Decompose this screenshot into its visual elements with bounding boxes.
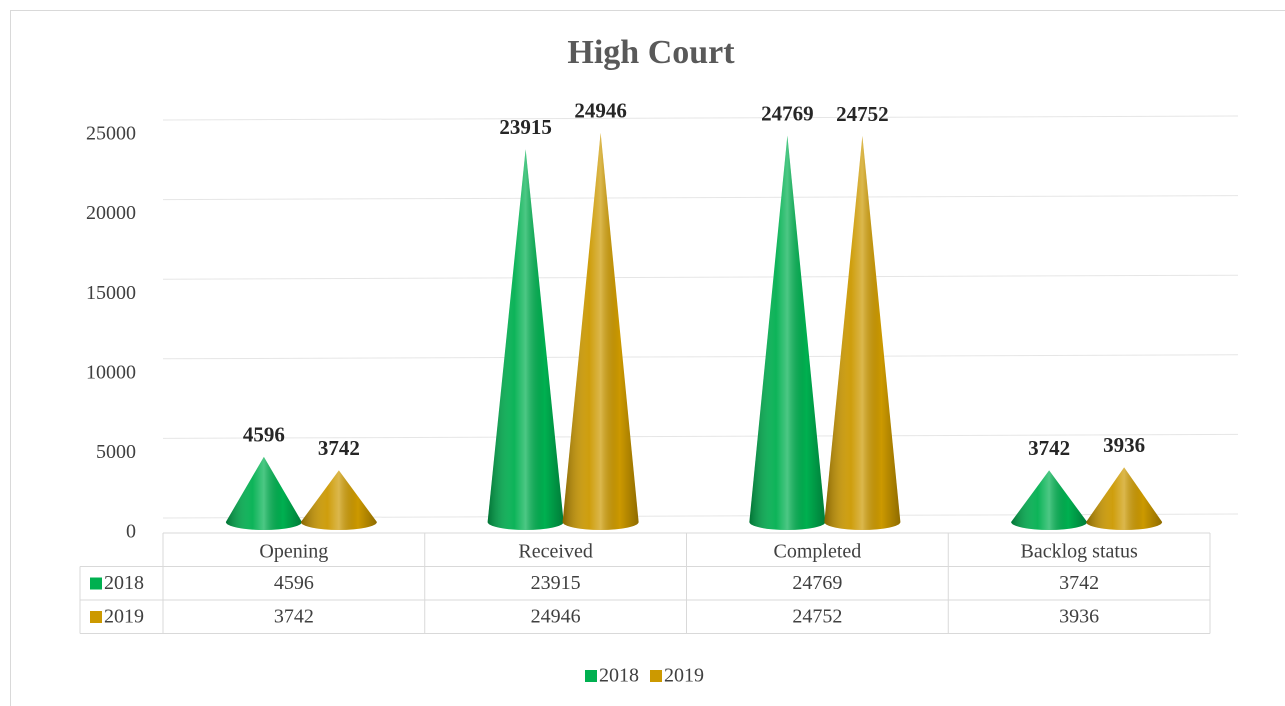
- chart-border: [10, 10, 1285, 706]
- cone-shading: [1011, 470, 1088, 530]
- data-label: 23915: [499, 115, 552, 139]
- cone-shading: [824, 135, 901, 530]
- category-label: Backlog status: [1021, 541, 1138, 563]
- legend-label: 2018: [599, 665, 639, 687]
- category-label: Completed: [773, 541, 861, 563]
- legend-key: [650, 670, 662, 682]
- grid-line: [162, 354, 1239, 360]
- data-label: 3936: [1103, 433, 1145, 457]
- grid-line: [162, 433, 1239, 439]
- y-tick-label: 25000: [86, 123, 136, 145]
- cone-shading: [562, 132, 639, 530]
- cone-shading: [1086, 467, 1163, 530]
- category-label: Opening: [259, 541, 328, 563]
- table-value: 3936: [1059, 606, 1099, 628]
- y-tick-label: 15000: [86, 282, 136, 304]
- table-legend-key: [90, 577, 102, 590]
- chart-title: High Court: [567, 34, 735, 71]
- data-label: 4596: [243, 423, 285, 447]
- y-tick-label: 5000: [96, 441, 136, 463]
- table-value: 24769: [792, 572, 842, 594]
- legend-label: 2019: [664, 665, 704, 687]
- y-tick-label: 20000: [86, 202, 136, 224]
- data-label: 3742: [318, 436, 360, 460]
- table-legend-label: 2019: [104, 606, 144, 628]
- table-value: 24752: [792, 606, 842, 628]
- table-value: 24946: [531, 606, 581, 628]
- table-value: 4596: [274, 572, 314, 594]
- table-value: 23915: [531, 572, 581, 594]
- legend-key: [585, 670, 597, 682]
- grid-line: [162, 274, 1239, 280]
- data-label: 3742: [1028, 436, 1070, 460]
- table-legend-key: [90, 611, 102, 623]
- grid-line: [162, 195, 1239, 201]
- data-label: 24752: [836, 102, 889, 126]
- data-label: 24946: [574, 99, 627, 123]
- cone-shading: [300, 470, 377, 530]
- grid-line: [162, 115, 1239, 121]
- table-value: 3742: [1059, 572, 1099, 594]
- cone-shading: [749, 135, 826, 530]
- table-value: 3742: [274, 606, 314, 628]
- cone-shading: [487, 149, 564, 530]
- y-tick-label: 0: [126, 521, 136, 543]
- cone-shading: [225, 456, 302, 530]
- category-label: Received: [518, 541, 592, 563]
- data-label: 24769: [761, 101, 814, 125]
- y-tick-label: 10000: [86, 361, 136, 383]
- table-legend-label: 2018: [104, 572, 144, 594]
